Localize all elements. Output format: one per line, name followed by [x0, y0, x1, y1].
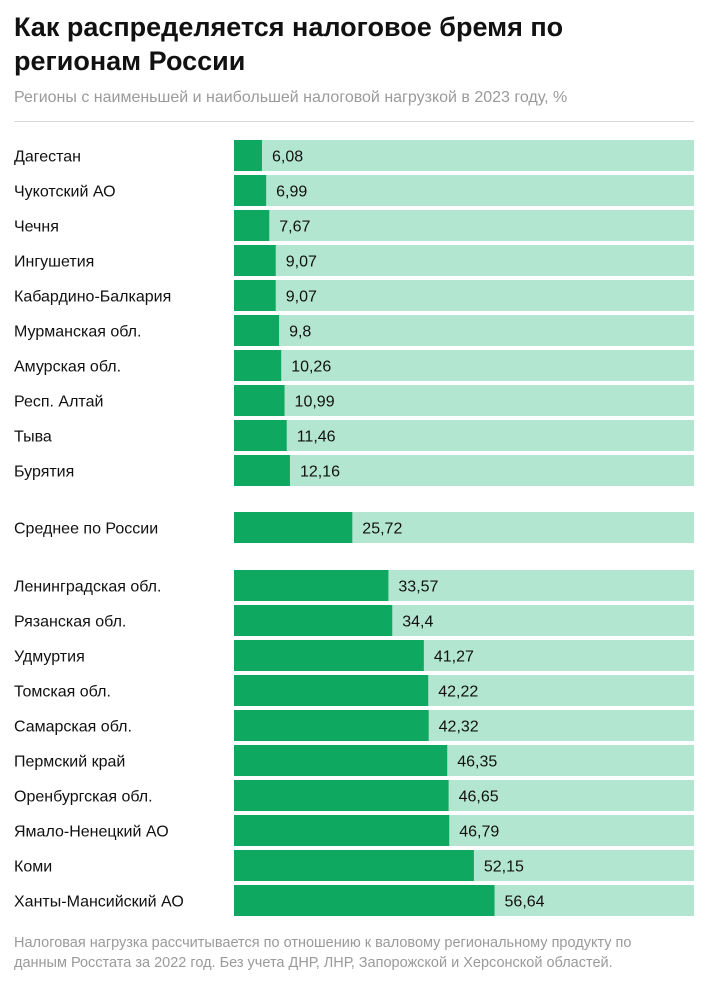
bar — [234, 710, 429, 741]
category-label: Томская обл. — [14, 684, 111, 701]
bar-row: Бурятия 12,16 — [14, 455, 694, 486]
bar-track — [234, 280, 694, 311]
bar-row: Респ. Алтай 10,99 — [14, 385, 694, 416]
bar-track — [234, 210, 694, 241]
category-label: Ямало-Ненецкий АО — [14, 824, 169, 841]
data-label: 42,22 — [438, 684, 478, 701]
data-label: 41,27 — [434, 649, 474, 666]
bar — [234, 850, 474, 881]
data-label: 9,07 — [286, 254, 317, 271]
bar — [234, 675, 429, 706]
data-label: 34,4 — [402, 614, 433, 631]
bar-track — [234, 140, 694, 171]
bar — [234, 385, 285, 416]
bar-row: Ямало-Ненецкий АО 46,79 — [14, 815, 694, 846]
bar-row: Дагестан 6,08 — [14, 140, 694, 171]
bar — [234, 245, 276, 276]
bar-row: Кабардино-Балкария 9,07 — [14, 280, 694, 311]
category-label: Бурятия — [14, 464, 74, 481]
data-label: 12,16 — [300, 464, 340, 481]
category-label: Амурская обл. — [14, 359, 121, 376]
bar — [234, 175, 267, 206]
bar — [234, 605, 393, 636]
bar-track — [234, 175, 694, 206]
bar-row: Мурманская обл. 9,8 — [14, 315, 694, 346]
bar — [234, 780, 449, 811]
data-label: 25,72 — [362, 521, 402, 538]
chart-title: Как распределяется налоговое бремя по ре… — [14, 12, 564, 76]
header-divider — [14, 121, 694, 122]
bar-row: Тыва 11,46 — [14, 420, 694, 451]
category-label: Ингушетия — [14, 254, 94, 271]
bar-track — [234, 245, 694, 276]
data-label: 7,67 — [279, 219, 310, 236]
data-label: 9,07 — [286, 289, 317, 306]
bar-row: Коми 52,15 — [14, 850, 694, 881]
bar-row: Амурская обл. 10,26 — [14, 350, 694, 381]
bar — [234, 512, 353, 543]
bar-row: Оренбургская обл. 46,65 — [14, 780, 694, 811]
chart-footnote: Налоговая нагрузка рассчитывается по отн… — [14, 935, 632, 971]
bar-row: Среднее по России 25,72 — [14, 512, 694, 543]
bar-row: Чечня 7,67 — [14, 210, 694, 241]
bar-row: Самарская обл. 42,32 — [14, 710, 694, 741]
bar-row: Ленинградская обл. 33,57 — [14, 570, 694, 601]
data-label: 10,26 — [291, 359, 331, 376]
category-label: Мурманская обл. — [14, 324, 141, 341]
data-label: 6,08 — [272, 149, 303, 166]
category-label: Удмуртия — [14, 649, 85, 666]
data-label: 46,79 — [459, 824, 499, 841]
bar — [234, 815, 450, 846]
bar-track — [234, 455, 694, 486]
bar-track — [234, 350, 694, 381]
chart-subtitle: Регионы с наименьшей и наибольшей налого… — [14, 89, 568, 106]
bar — [234, 885, 495, 916]
category-label: Респ. Алтай — [14, 394, 103, 411]
category-label: Ханты-Мансийский АО — [14, 894, 184, 911]
category-label: Ленинградская обл. — [14, 579, 161, 596]
data-label: 9,8 — [289, 324, 311, 341]
bar — [234, 455, 290, 486]
data-label: 46,35 — [457, 754, 497, 771]
bar-row: Чукотский АО 6,99 — [14, 175, 694, 206]
bar-row: Удмуртия 41,27 — [14, 640, 694, 671]
bar-track — [234, 420, 694, 451]
data-label: 11,46 — [297, 429, 336, 446]
data-label: 6,99 — [276, 184, 307, 201]
bar — [234, 280, 276, 311]
category-label: Чукотский АО — [14, 184, 116, 201]
bar-row: Ханты-Мансийский АО 56,64 — [14, 885, 694, 916]
data-label: 56,64 — [505, 894, 545, 911]
data-label: 46,65 — [459, 789, 499, 806]
bar — [234, 420, 287, 451]
category-label: Коми — [14, 859, 52, 876]
bar — [234, 640, 424, 671]
bar-row: Пермский край 46,35 — [14, 745, 694, 776]
data-label: 52,15 — [484, 859, 524, 876]
category-label: Тыва — [14, 429, 52, 446]
category-label: Пермский край — [14, 754, 125, 771]
category-label: Дагестан — [14, 149, 81, 166]
bar-row: Томская обл. 42,22 — [14, 675, 694, 706]
bar — [234, 315, 280, 346]
category-label: Самарская обл. — [14, 719, 132, 736]
bar — [234, 745, 448, 776]
category-label: Среднее по России — [14, 521, 158, 538]
bar-track — [234, 385, 694, 416]
bar — [234, 570, 389, 601]
category-label: Рязанская обл. — [14, 614, 126, 631]
data-label: 33,57 — [398, 579, 438, 596]
bar-track — [234, 315, 694, 346]
data-label: 42,32 — [439, 719, 479, 736]
bar-row: Ингушетия 9,07 — [14, 245, 694, 276]
category-label: Чечня — [14, 219, 59, 236]
bar — [234, 210, 270, 241]
bar — [234, 140, 262, 171]
data-label: 10,99 — [295, 394, 335, 411]
category-label: Оренбургская обл. — [14, 789, 153, 806]
category-label: Кабардино-Балкария — [14, 289, 171, 306]
bar-row: Рязанская обл. 34,4 — [14, 605, 694, 636]
bar — [234, 350, 282, 381]
